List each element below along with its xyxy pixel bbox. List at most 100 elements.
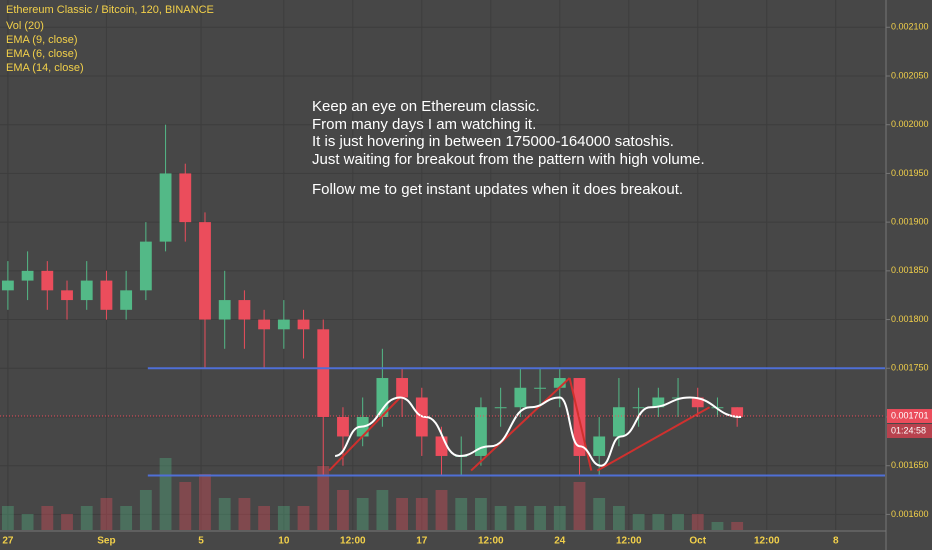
candle-body	[258, 319, 271, 330]
trend-line	[568, 377, 593, 471]
candle-body	[21, 270, 34, 281]
indicator: EMA (14, close)	[6, 62, 84, 74]
volume-bar	[632, 514, 645, 530]
volume-bar	[494, 506, 507, 530]
candle-body	[553, 378, 566, 388]
candle-body	[317, 329, 330, 417]
volume-bar	[21, 514, 34, 530]
annotation: Keep an eye on Ethereum classic.	[312, 98, 540, 115]
volume-bar	[238, 498, 251, 530]
y-tick-label: 0.001950	[891, 168, 929, 178]
candle-body	[159, 173, 172, 242]
volume-bar	[691, 514, 704, 530]
x-tick-label: 12:00	[616, 536, 642, 547]
volume-bar	[100, 498, 113, 530]
volume-bar	[514, 506, 527, 530]
candle-body	[218, 300, 231, 320]
last-price-box	[887, 409, 932, 424]
candle-body	[199, 222, 211, 320]
y-tick-label: 0.001850	[891, 265, 929, 275]
x-tick-label: 5	[198, 536, 204, 547]
volume-bar	[356, 498, 369, 530]
y-tick-label: 0.001650	[891, 460, 929, 470]
volume-bar	[376, 490, 389, 530]
candle-body	[100, 280, 113, 310]
annotation: Follow me to get instant updates when it…	[312, 181, 683, 198]
candle-body	[396, 378, 409, 398]
annotation: It is just hovering in between 175000-16…	[312, 133, 674, 150]
chart-title: Ethereum Classic / Bitcoin, 120, BINANCE	[6, 4, 214, 16]
y-tick-label: 0.002100	[891, 22, 929, 32]
candle-body	[61, 290, 73, 301]
volume-bar	[277, 506, 290, 530]
volume-bar	[435, 490, 448, 530]
candle-body	[593, 436, 606, 456]
annotation: From many days I am watching it.	[312, 116, 536, 133]
candle-body	[612, 407, 625, 437]
volume-bar	[159, 458, 172, 530]
annotation: Just waiting for breakout from the patte…	[312, 151, 705, 168]
trend-line	[470, 377, 571, 472]
candle-body	[139, 241, 152, 291]
x-tick-label: 24	[554, 536, 566, 547]
y-tick-label: 0.001750	[891, 363, 929, 373]
candle-body	[179, 173, 192, 223]
x-tick-label: 12:00	[340, 536, 366, 547]
volume-bar	[652, 514, 665, 530]
y-tick-label: 0.002000	[891, 119, 929, 129]
candle-body	[277, 319, 290, 330]
candle-body	[475, 407, 487, 456]
y-tick-label: 0.001600	[891, 509, 929, 519]
indicator: Vol (20)	[6, 20, 44, 32]
volume-bar	[534, 506, 546, 530]
volume-bar	[80, 506, 93, 530]
candle-body	[120, 290, 133, 310]
candle-body	[297, 319, 310, 330]
volume-bar	[120, 506, 133, 530]
x-tick-label: Oct	[689, 536, 706, 547]
volume-bar	[612, 506, 625, 530]
volume-bar	[731, 522, 744, 530]
candle-body	[652, 397, 665, 408]
candle-body	[494, 407, 507, 409]
x-tick-label: 12:00	[478, 536, 504, 547]
volume-bar	[199, 474, 211, 530]
volume-bar	[396, 498, 409, 530]
volume-bar	[711, 522, 724, 530]
volume-bar	[317, 466, 330, 530]
trend-line	[596, 406, 711, 472]
volume-bar	[672, 514, 684, 530]
volume-bar	[258, 506, 271, 530]
x-tick-label: 10	[278, 536, 290, 547]
volume-bar	[475, 498, 487, 530]
volume-bar	[218, 498, 231, 530]
volume-bar	[455, 498, 468, 530]
x-tick-label: 12:00	[754, 536, 780, 547]
y-tick-label: 0.001800	[891, 314, 929, 324]
candle-body	[514, 387, 527, 408]
volume-bar	[415, 498, 428, 530]
countdown-box	[887, 424, 932, 439]
candle-body	[1, 280, 14, 291]
candle-body	[731, 407, 744, 417]
candle-body	[238, 300, 251, 320]
candle-body	[80, 280, 93, 301]
candle-body	[337, 416, 349, 437]
x-tick-label: 27	[2, 536, 14, 547]
candle-body	[534, 387, 546, 389]
x-tick-label: 8	[833, 536, 839, 547]
candle-body	[672, 397, 684, 399]
volume-bar	[61, 514, 73, 530]
y-tick-label: 0.002050	[891, 70, 929, 80]
volume-bar	[297, 506, 310, 530]
indicator: EMA (6, close)	[6, 48, 78, 60]
curve	[334, 396, 742, 467]
candle-body	[691, 397, 704, 408]
last-price-label: 0.001701	[891, 410, 929, 420]
price-axis	[886, 0, 932, 550]
volume-bar	[139, 490, 152, 530]
volume-bar	[1, 506, 14, 530]
volume-bar	[337, 490, 349, 530]
